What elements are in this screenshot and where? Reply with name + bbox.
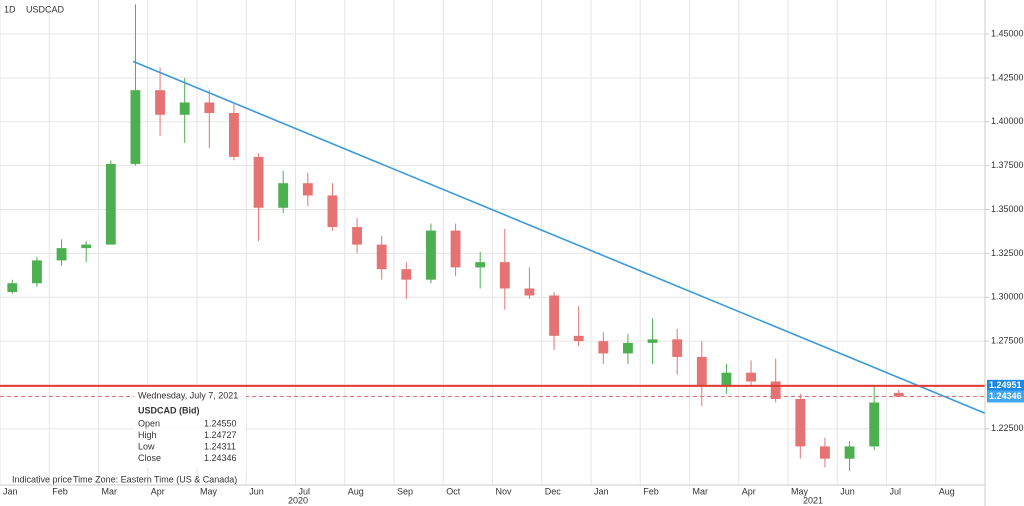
- candle-body: [179, 102, 190, 115]
- price-tag-label: 1.24346: [989, 391, 1022, 401]
- candle-body: [81, 244, 92, 249]
- x-tick-label: May: [791, 486, 809, 496]
- candle-body: [105, 163, 116, 245]
- x-tick-label: Mar: [693, 486, 709, 496]
- grid: [0, 0, 985, 485]
- candle-body: [56, 248, 67, 261]
- x-tick-label: Aug: [939, 486, 955, 496]
- candle-body: [869, 402, 880, 447]
- tooltip-symbol: USDCAD (Bid): [138, 405, 200, 415]
- candle-body: [352, 227, 362, 245]
- candle-body: [204, 102, 215, 114]
- x-tick-label: Apr: [742, 486, 756, 496]
- x-tick-label: Jul: [890, 486, 902, 496]
- candle-body: [229, 113, 239, 157]
- candle-body: [278, 183, 289, 208]
- candles: [7, 4, 904, 471]
- candle-body: [302, 183, 313, 196]
- price-tag-label: 1.24951: [989, 380, 1022, 390]
- y-tick-label: 1.40000: [991, 116, 1024, 126]
- tooltip-key: Open: [138, 418, 160, 428]
- y-tick-label: 1.45000: [991, 28, 1024, 38]
- trendline: [132, 60, 986, 414]
- tooltip-value: 1.24311: [204, 441, 236, 451]
- x-tick-label: Oct: [446, 486, 461, 496]
- tooltip-value: 1.24727: [204, 430, 237, 440]
- y-tick-label: 1.37500: [991, 160, 1024, 170]
- candle-body: [844, 446, 855, 459]
- tooltip-box: [134, 388, 246, 468]
- y-tick-label: 1.32500: [991, 248, 1024, 258]
- candle-body: [524, 288, 535, 296]
- x-tick-label: Mar: [102, 486, 118, 496]
- x-tick-label: Jun: [840, 486, 855, 496]
- overlays: Wednesday, July 7, 2021 USDCAD (Bid) Open 1…: [0, 60, 986, 468]
- x-tick-label: Jun: [249, 486, 264, 496]
- tooltip-key: High: [138, 430, 157, 440]
- x-tick-label: Jan: [594, 486, 609, 496]
- candle-body: [672, 339, 683, 357]
- candle-body: [253, 156, 264, 208]
- candle-body: [32, 260, 42, 284]
- x-tick-label: Aug: [348, 486, 364, 496]
- y-tick-label: 1.30000: [991, 292, 1024, 302]
- x-tick-label: May: [200, 486, 218, 496]
- candle-body: [893, 392, 904, 397]
- x-tick-label: Jul: [299, 486, 311, 496]
- candle-body: [376, 244, 387, 270]
- chart-title: USDCAD: [26, 4, 65, 14]
- x-tick-label: Dec: [545, 486, 562, 496]
- candle-body: [130, 90, 141, 164]
- year-label: 2021: [803, 495, 823, 505]
- y-tick-label: 1.42500: [991, 72, 1024, 82]
- x-tick-label: Jan: [3, 486, 18, 496]
- tooltip-value: 1.24550: [204, 418, 237, 428]
- candle-body: [401, 269, 412, 280]
- candle-body: [475, 262, 486, 268]
- tooltip-key: Low: [138, 441, 155, 451]
- candle-body: [623, 342, 633, 354]
- footer: Indicative price: [12, 474, 72, 484]
- candle-body: [327, 195, 338, 228]
- candle-body: [155, 90, 165, 115]
- tooltip-date: Wednesday, July 7, 2021: [138, 390, 238, 400]
- candle-body: [647, 339, 658, 343]
- y-tick-label: 1.27500: [991, 335, 1024, 345]
- candle-body: [549, 295, 559, 336]
- candle-body: [450, 230, 461, 268]
- tooltip-value: 1.24346: [204, 453, 237, 463]
- tooltip: Wednesday, July 7, 2021 USDCAD (Bid) Open 1…: [134, 388, 246, 468]
- tooltip-key: Close: [138, 453, 161, 463]
- candle-body: [696, 356, 707, 385]
- y-tick-label: 1.35000: [991, 204, 1024, 214]
- x-tick-label: Nov: [496, 486, 513, 496]
- x-tick-label: Feb: [643, 486, 659, 496]
- candle-body: [721, 372, 732, 385]
- candle-body: [820, 446, 830, 459]
- x-tick-label: Apr: [151, 486, 165, 496]
- candle-body: [573, 335, 584, 342]
- candle-body: [7, 283, 18, 292]
- candle-body: [499, 262, 510, 289]
- candle-body: [598, 341, 609, 354]
- y-tick-label: 1.22500: [991, 423, 1024, 433]
- candle-body: [795, 399, 806, 447]
- candle-body: [770, 381, 781, 400]
- price-tag: [987, 390, 1024, 403]
- candle-body: [746, 372, 756, 382]
- price-tag: [987, 379, 1024, 392]
- x-tick-label: Sep: [397, 486, 413, 496]
- x-tick-label: Feb: [52, 486, 68, 496]
- year-label: 2020: [288, 495, 308, 505]
- interval: 1D: [4, 4, 16, 14]
- candle-body: [426, 230, 436, 280]
- footer: Time Zone: Eastern Time (US & Canada): [73, 474, 237, 484]
